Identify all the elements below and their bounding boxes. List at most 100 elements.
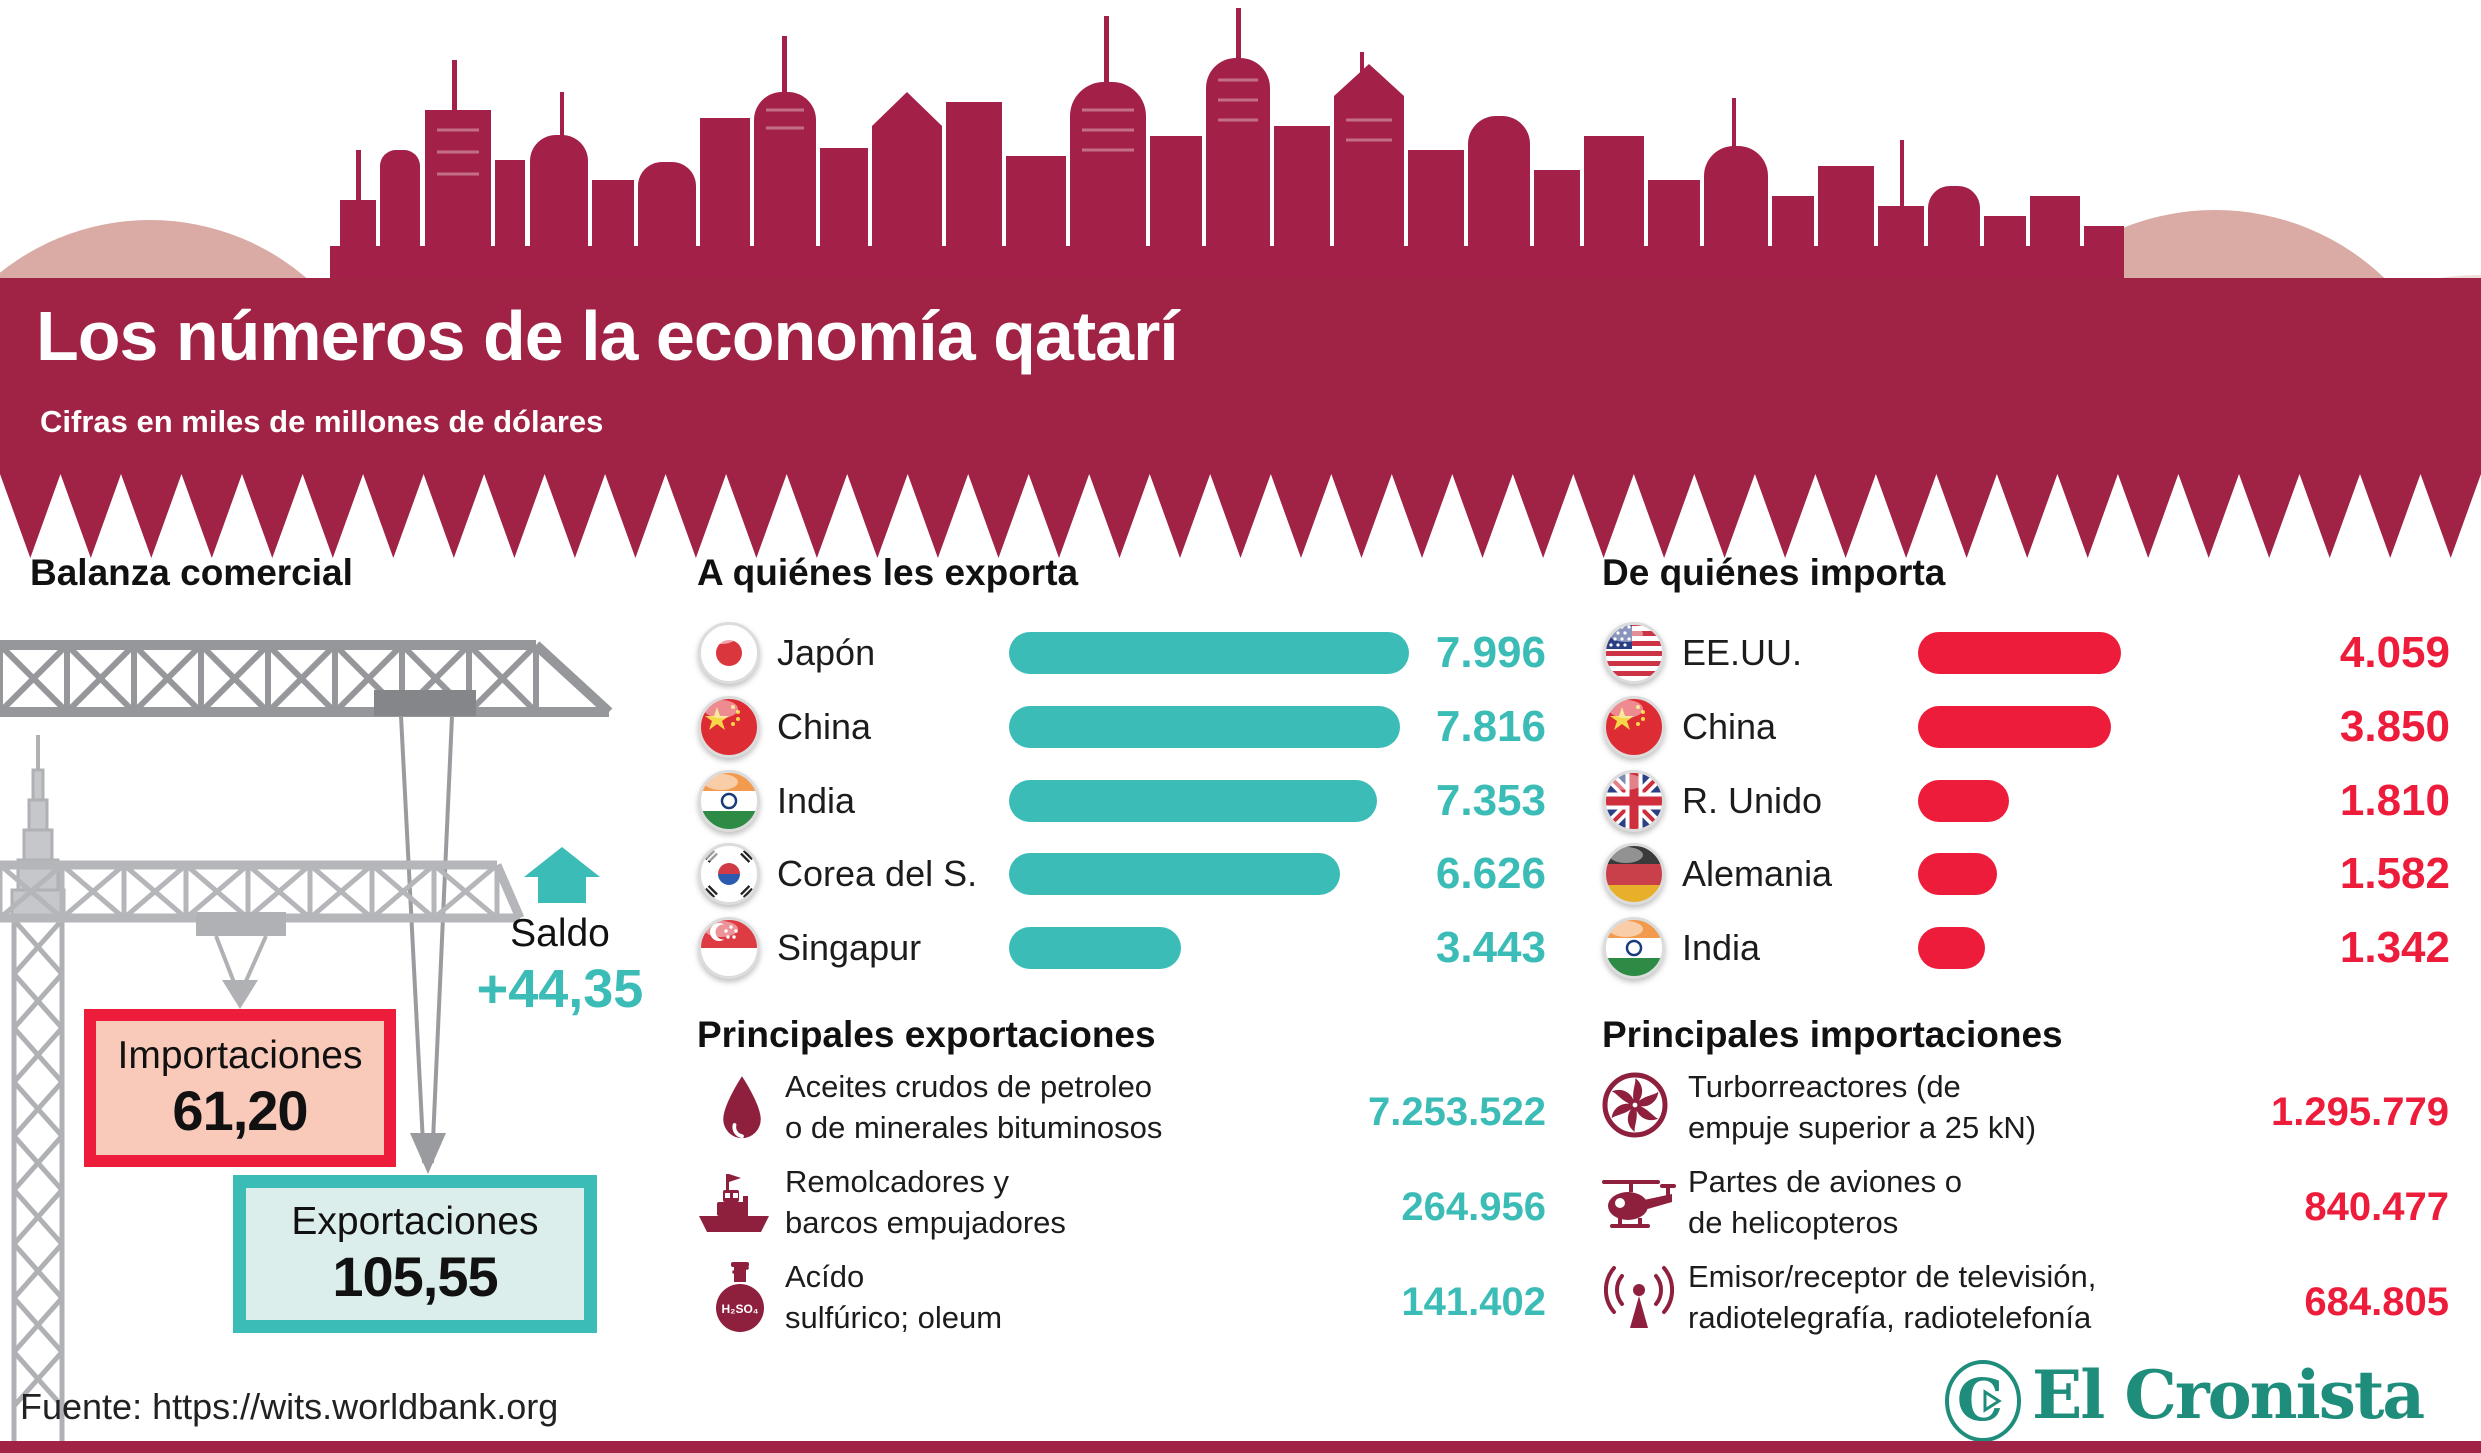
export-value: 7.353 (1435, 776, 1546, 825)
country-label: China (1682, 706, 1777, 747)
cloud-shapes (0, 210, 2481, 278)
country-label: China (777, 706, 872, 747)
prin-imp-heading: Principales importaciones (1602, 1014, 2063, 1055)
import-item-text: Partes de aviones o de helicopteros (1688, 1164, 1963, 1240)
flag-india-icon (1603, 917, 1665, 979)
skyline-buildings (330, 8, 2124, 278)
export-bar (1009, 780, 1377, 822)
doha-skyline-illustration (0, 8, 2481, 278)
country-label: EE.UU. (1682, 632, 1803, 673)
import-item-value: 1.295.779 (2271, 1090, 2449, 1134)
export-value: 6.626 (1435, 849, 1546, 898)
import-item-text: Emisor/receptor de televisión, radiotele… (1688, 1259, 2097, 1335)
importaciones-label: Importaciones (117, 1033, 363, 1077)
country-label: Alemania (1682, 853, 1833, 894)
el-cronista-logo-icon: C (1945, 1360, 2021, 1442)
lower-crane-beam (0, 860, 525, 923)
page-subtitle: Cifras en miles de millones de dólares (40, 404, 604, 439)
country-label: India (777, 780, 856, 821)
import-bar (1918, 780, 2009, 822)
flag-japan-icon (698, 622, 760, 684)
el-cronista-wordmark: El Cronista (2032, 1356, 2425, 1434)
importaciones-box: Importaciones 61,20 (84, 1009, 396, 1167)
import-value: 4.059 (2339, 628, 2450, 677)
export-row: Singapur (697, 911, 921, 985)
lattice-tower (10, 735, 66, 1448)
import-bar (1918, 632, 2121, 674)
import-cables (214, 935, 268, 1009)
export-bar (1009, 927, 1181, 969)
export-row: Corea del S. (697, 837, 977, 911)
import-row: China (1602, 690, 1776, 764)
export-item-text: Remolcadores y barcos empujadores (785, 1164, 1066, 1240)
saldo-up-arrow-icon (524, 847, 600, 903)
building-window-lines (437, 78, 1392, 176)
flag-china-icon (698, 696, 760, 758)
export-row: India (697, 764, 855, 838)
country-label: Corea del S. (777, 853, 978, 894)
country-label: Japón (777, 632, 876, 673)
svg-text:H₂SO₄: H₂SO₄ (721, 1302, 758, 1316)
exportaciones-label: Exportaciones (291, 1199, 539, 1243)
acid-flask-icon: H₂SO₄ (716, 1262, 764, 1332)
import-row: India (1602, 911, 1760, 985)
radio-antenna-icon (1604, 1266, 1674, 1328)
export-bar (1009, 853, 1340, 895)
export-row: China (697, 690, 871, 764)
export-arrow-down-icon (410, 1133, 446, 1174)
bottom-accent-bar (0, 1441, 2481, 1453)
export-bar (1009, 632, 1409, 674)
upper-crane-beam (0, 640, 613, 717)
tugboat-icon (699, 1174, 769, 1232)
import-arrow-down-icon (222, 980, 258, 1009)
flag-germany-icon (1603, 843, 1665, 905)
turbojet-icon (1602, 1072, 1668, 1138)
export-bar (1009, 706, 1400, 748)
upper-crane-trolley (374, 690, 476, 716)
import-row: R. Unido (1602, 764, 1822, 838)
exportaciones-value: 105,55 (332, 1244, 498, 1308)
prin-exp-heading: Principales exportaciones (697, 1014, 1156, 1055)
flag-singapore-icon (698, 917, 760, 979)
import-value: 3.850 (2339, 702, 2450, 751)
saldo-value: +44,35 (476, 959, 644, 1019)
flag-usa-icon (1603, 622, 1665, 684)
country-label: Singapur (777, 927, 922, 968)
lower-crane-trolley (196, 912, 286, 936)
export-item-value: 7.253.522 (1368, 1090, 1546, 1134)
import-item-text: Turborreactores (de empuje superior a 25… (1688, 1069, 2037, 1145)
export-item-value: 264.956 (1401, 1185, 1546, 1229)
import-row: Alemania (1602, 837, 1832, 911)
export-value: 7.996 (1435, 628, 1546, 677)
helicopter-icon (1602, 1180, 1676, 1228)
import-item-value: 684.805 (2304, 1280, 2449, 1324)
export-row: Japón (697, 616, 875, 690)
source-text: Fuente: https://wits.worldbank.org (20, 1386, 559, 1427)
banner-zigzag-edge (0, 474, 2481, 558)
flag-india-icon (698, 770, 760, 832)
import-value: 1.810 (2339, 776, 2450, 825)
flag-uk-icon (1603, 770, 1665, 832)
export-cables (399, 715, 454, 1174)
import-bar (1918, 853, 1997, 895)
oil-drop-icon (723, 1076, 761, 1139)
export-item-text: Aceites crudos de petroleo o de minerale… (785, 1069, 1163, 1145)
import-value: 1.582 (2339, 849, 2450, 898)
country-label: R. Unido (1682, 780, 1823, 821)
importaciones-value: 61,20 (172, 1078, 308, 1142)
import-bar (1918, 706, 2111, 748)
export-item-text: Acído sulfúrico; oleum (785, 1259, 1003, 1335)
import-bar (1918, 927, 1985, 969)
flag-china-icon (1603, 696, 1665, 758)
saldo-label: Saldo (510, 912, 610, 955)
flag-south-korea-icon (698, 843, 760, 905)
export-item-value: 141.402 (1401, 1280, 1546, 1324)
importa-heading: De quiénes importa (1602, 552, 1946, 593)
page-title: Los números de la economía qatarí (36, 297, 1179, 375)
import-row: EE.UU. (1602, 616, 1802, 690)
crane-illustration (0, 640, 613, 1448)
import-value: 1.342 (2339, 923, 2450, 972)
exporta-heading: A quiénes les exporta (697, 552, 1079, 593)
title-banner (0, 278, 2481, 474)
